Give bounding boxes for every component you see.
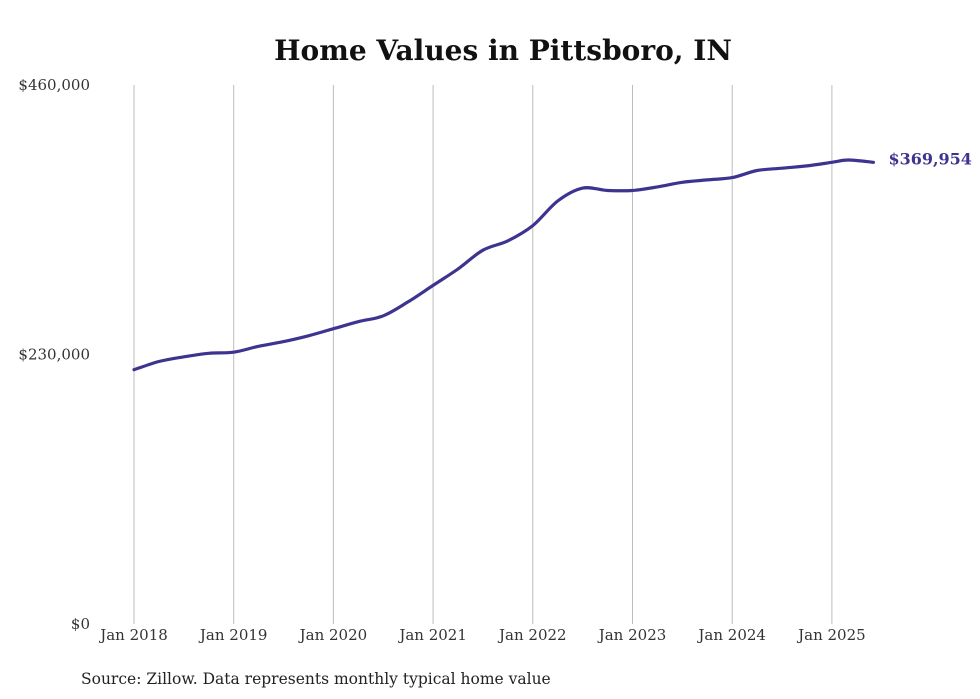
x-tick-label: Jan 2019 bbox=[198, 626, 268, 644]
source-note: Source: Zillow. Data represents monthly … bbox=[81, 670, 551, 688]
y-axis-tick-labels: $0 $230,000 $460,000 bbox=[18, 76, 90, 633]
y-tick-label: $230,000 bbox=[18, 346, 90, 364]
x-tick-label: Jan 2022 bbox=[497, 626, 567, 644]
x-tick-label: Jan 2025 bbox=[796, 626, 866, 644]
x-tick-label: Jan 2024 bbox=[696, 626, 766, 644]
x-tick-label: Jan 2018 bbox=[98, 626, 168, 644]
chart-title: Home Values in Pittsboro, IN bbox=[274, 34, 732, 67]
y-tick-label: $0 bbox=[71, 615, 90, 633]
x-tick-label: Jan 2021 bbox=[397, 626, 467, 644]
home-value-line bbox=[132, 158, 875, 372]
x-tick-label: Jan 2023 bbox=[597, 626, 667, 644]
latest-value-label: $369,954 bbox=[888, 149, 972, 168]
x-axis-tick-labels: Jan 2018 Jan 2019 Jan 2020 Jan 2021 Jan 2022… bbox=[98, 626, 865, 644]
x-tick-label: Jan 2020 bbox=[298, 626, 368, 644]
vertical-gridlines bbox=[133, 85, 833, 624]
y-tick-label: $460,000 bbox=[18, 76, 90, 94]
